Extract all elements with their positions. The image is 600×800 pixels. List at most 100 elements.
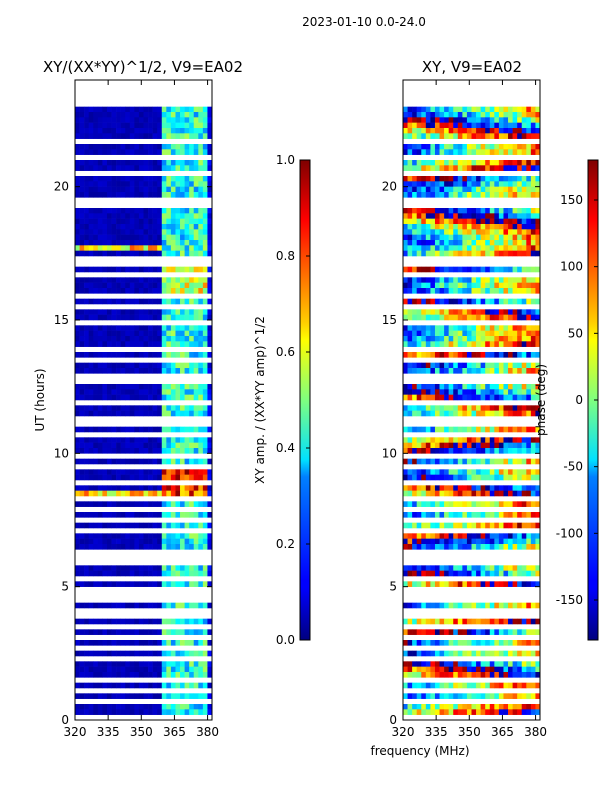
amplitude-cell	[116, 570, 121, 577]
amplitude-cell	[102, 309, 108, 315]
phase-cell	[489, 533, 495, 539]
amplitude-cell	[120, 368, 126, 374]
amplitude-cell	[93, 266, 99, 273]
phase-cell	[444, 218, 449, 225]
amplitude-cell	[106, 522, 112, 529]
amplitude-cell	[207, 325, 213, 331]
amplitude-cell	[79, 693, 85, 699]
amplitude-cell	[152, 298, 158, 305]
phase-cell	[448, 112, 454, 118]
phase-cell	[412, 458, 417, 465]
amplitude-cell	[129, 565, 135, 571]
phase-cell	[489, 245, 495, 251]
amplitude-cell	[152, 352, 158, 358]
amplitude-cell	[184, 437, 190, 443]
phase-cell	[530, 117, 536, 123]
amplitude-cell	[184, 618, 190, 625]
amplitude-cell	[202, 122, 208, 129]
amplitude-cell	[198, 149, 204, 155]
amplitude-cell	[138, 672, 144, 678]
amplitude-cell	[125, 405, 131, 411]
amplitude-cell	[102, 181, 108, 187]
phase-cell	[508, 629, 513, 635]
amplitude-cell	[143, 165, 149, 171]
phase-cell	[444, 277, 449, 283]
amplitude-cell	[84, 618, 89, 625]
phase-cell	[439, 437, 445, 443]
amplitude-cell	[161, 282, 167, 289]
amplitude-cell	[106, 474, 112, 481]
phase-cell	[407, 544, 413, 550]
amplitude-cell	[198, 160, 204, 166]
phase-cell	[453, 448, 459, 454]
phase-cell	[434, 437, 440, 443]
amplitude-cell	[75, 693, 80, 699]
phase-cell	[412, 661, 417, 667]
phase-cell	[462, 309, 468, 315]
phase-cell	[407, 208, 413, 214]
phase-cell	[453, 240, 459, 246]
phase-cell	[430, 314, 436, 321]
phase-cell	[403, 618, 408, 625]
phase-cell	[407, 266, 413, 273]
phase-cell	[430, 288, 436, 294]
phase-cell	[508, 336, 513, 342]
amplitude-cell	[106, 282, 112, 289]
phase-cell	[434, 442, 440, 449]
phase-cell	[457, 672, 463, 678]
phase-cell	[462, 602, 468, 609]
amplitude-cell	[134, 693, 140, 699]
amplitude-cell	[106, 581, 112, 587]
phase-cell	[471, 314, 477, 321]
amplitude-cell	[157, 352, 163, 358]
amplitude-cell	[79, 640, 85, 646]
amplitude-cell	[170, 314, 176, 321]
amplitude-cell	[79, 112, 85, 118]
amplitude-cell	[184, 224, 190, 230]
phase-cell	[489, 277, 495, 283]
phase-cell	[517, 538, 523, 545]
amplitude-cell	[125, 213, 131, 219]
amplitude-cell	[152, 384, 158, 390]
phase-cell	[512, 405, 518, 411]
amplitude-cell	[170, 245, 176, 251]
amplitude-cell	[198, 362, 204, 369]
phase-cell	[416, 389, 422, 395]
ytick-label: 20	[54, 180, 69, 194]
amplitude-cell	[166, 709, 172, 715]
phase-cell	[480, 405, 486, 411]
phase-cell	[485, 693, 491, 699]
phase-cell	[517, 224, 523, 230]
amplitude-cell	[166, 474, 172, 481]
amplitude-cell	[102, 709, 108, 715]
amplitude-cell	[170, 288, 176, 294]
phase-cell	[421, 224, 427, 230]
phase-cell	[448, 229, 454, 235]
phase-cell	[503, 298, 509, 305]
amplitude-cell	[134, 234, 140, 241]
phase-cell	[421, 117, 427, 123]
phase-cell	[521, 133, 527, 139]
amplitude-cell	[193, 325, 199, 331]
amplitude-cell	[97, 672, 103, 678]
phase-cell	[494, 325, 500, 331]
phase-cell	[416, 442, 422, 449]
amplitude-cell	[125, 112, 131, 118]
phase-cell	[498, 149, 504, 155]
phase-cell	[530, 650, 536, 657]
phase-cell	[444, 661, 449, 667]
amplitude-cell	[189, 368, 195, 374]
amplitude-cell	[111, 266, 117, 273]
amplitude-cell	[143, 544, 149, 550]
amplitude-cell	[170, 117, 176, 123]
amplitude-cell	[152, 277, 158, 283]
amplitude-cell	[111, 106, 117, 113]
amplitude-cell	[134, 501, 140, 507]
amplitude-cell	[180, 176, 185, 182]
phase-cell	[476, 570, 481, 577]
phase-cell	[480, 160, 486, 166]
phase-cell	[425, 288, 431, 294]
phase-cell	[512, 650, 518, 657]
phase-cell	[448, 250, 454, 257]
amplitude-cell	[138, 186, 144, 193]
